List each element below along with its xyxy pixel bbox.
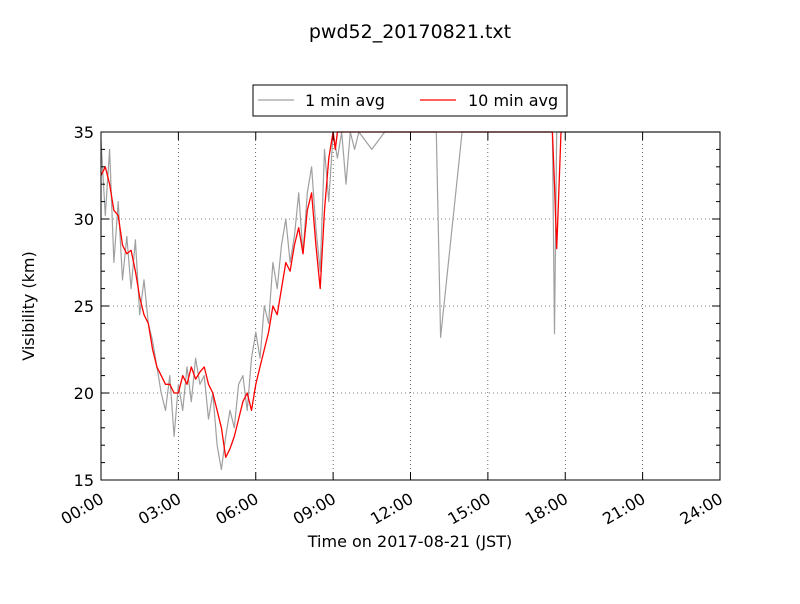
chart-title: pwd52_20170821.txt bbox=[309, 21, 511, 43]
y-tick-label: 20 bbox=[74, 384, 94, 403]
legend-box bbox=[252, 84, 568, 117]
grid-lines bbox=[100, 131, 721, 481]
legend-label-1-min-avg: 1 min avg bbox=[305, 91, 385, 110]
x-tick-label: 00:00 bbox=[58, 489, 107, 529]
x-tick-label: 15:00 bbox=[444, 489, 493, 529]
x-axis-label: Time on 2017-08-21 (JST) bbox=[307, 532, 512, 551]
y-axis-label: Visibility (km) bbox=[19, 251, 38, 360]
y-tick-label: 35 bbox=[74, 123, 94, 142]
axes bbox=[100, 131, 721, 481]
y-tick-label: 25 bbox=[74, 297, 94, 316]
x-tick-label: 06:00 bbox=[212, 489, 261, 529]
x-tick-label: 24:00 bbox=[677, 489, 726, 529]
x-tick-label: 03:00 bbox=[135, 489, 184, 529]
y-tick-label: 30 bbox=[74, 210, 94, 229]
series-line-10-min-avg bbox=[100, 131, 562, 459]
tick-labels: 15 20 25 30 35 00:00 03:00 06:00 09:00 12:00 15:00… bbox=[58, 123, 726, 529]
x-tick-label: 18:00 bbox=[522, 489, 571, 529]
x-tick-label: 09:00 bbox=[290, 489, 339, 529]
x-tick-label: 12:00 bbox=[367, 489, 416, 529]
y-tick-label: 15 bbox=[74, 471, 94, 490]
legend-label-10-min-avg: 10 min avg bbox=[468, 91, 558, 110]
x-tick-label: 21:00 bbox=[599, 489, 648, 529]
legend: 1 min avg 10 min avg bbox=[252, 84, 568, 117]
